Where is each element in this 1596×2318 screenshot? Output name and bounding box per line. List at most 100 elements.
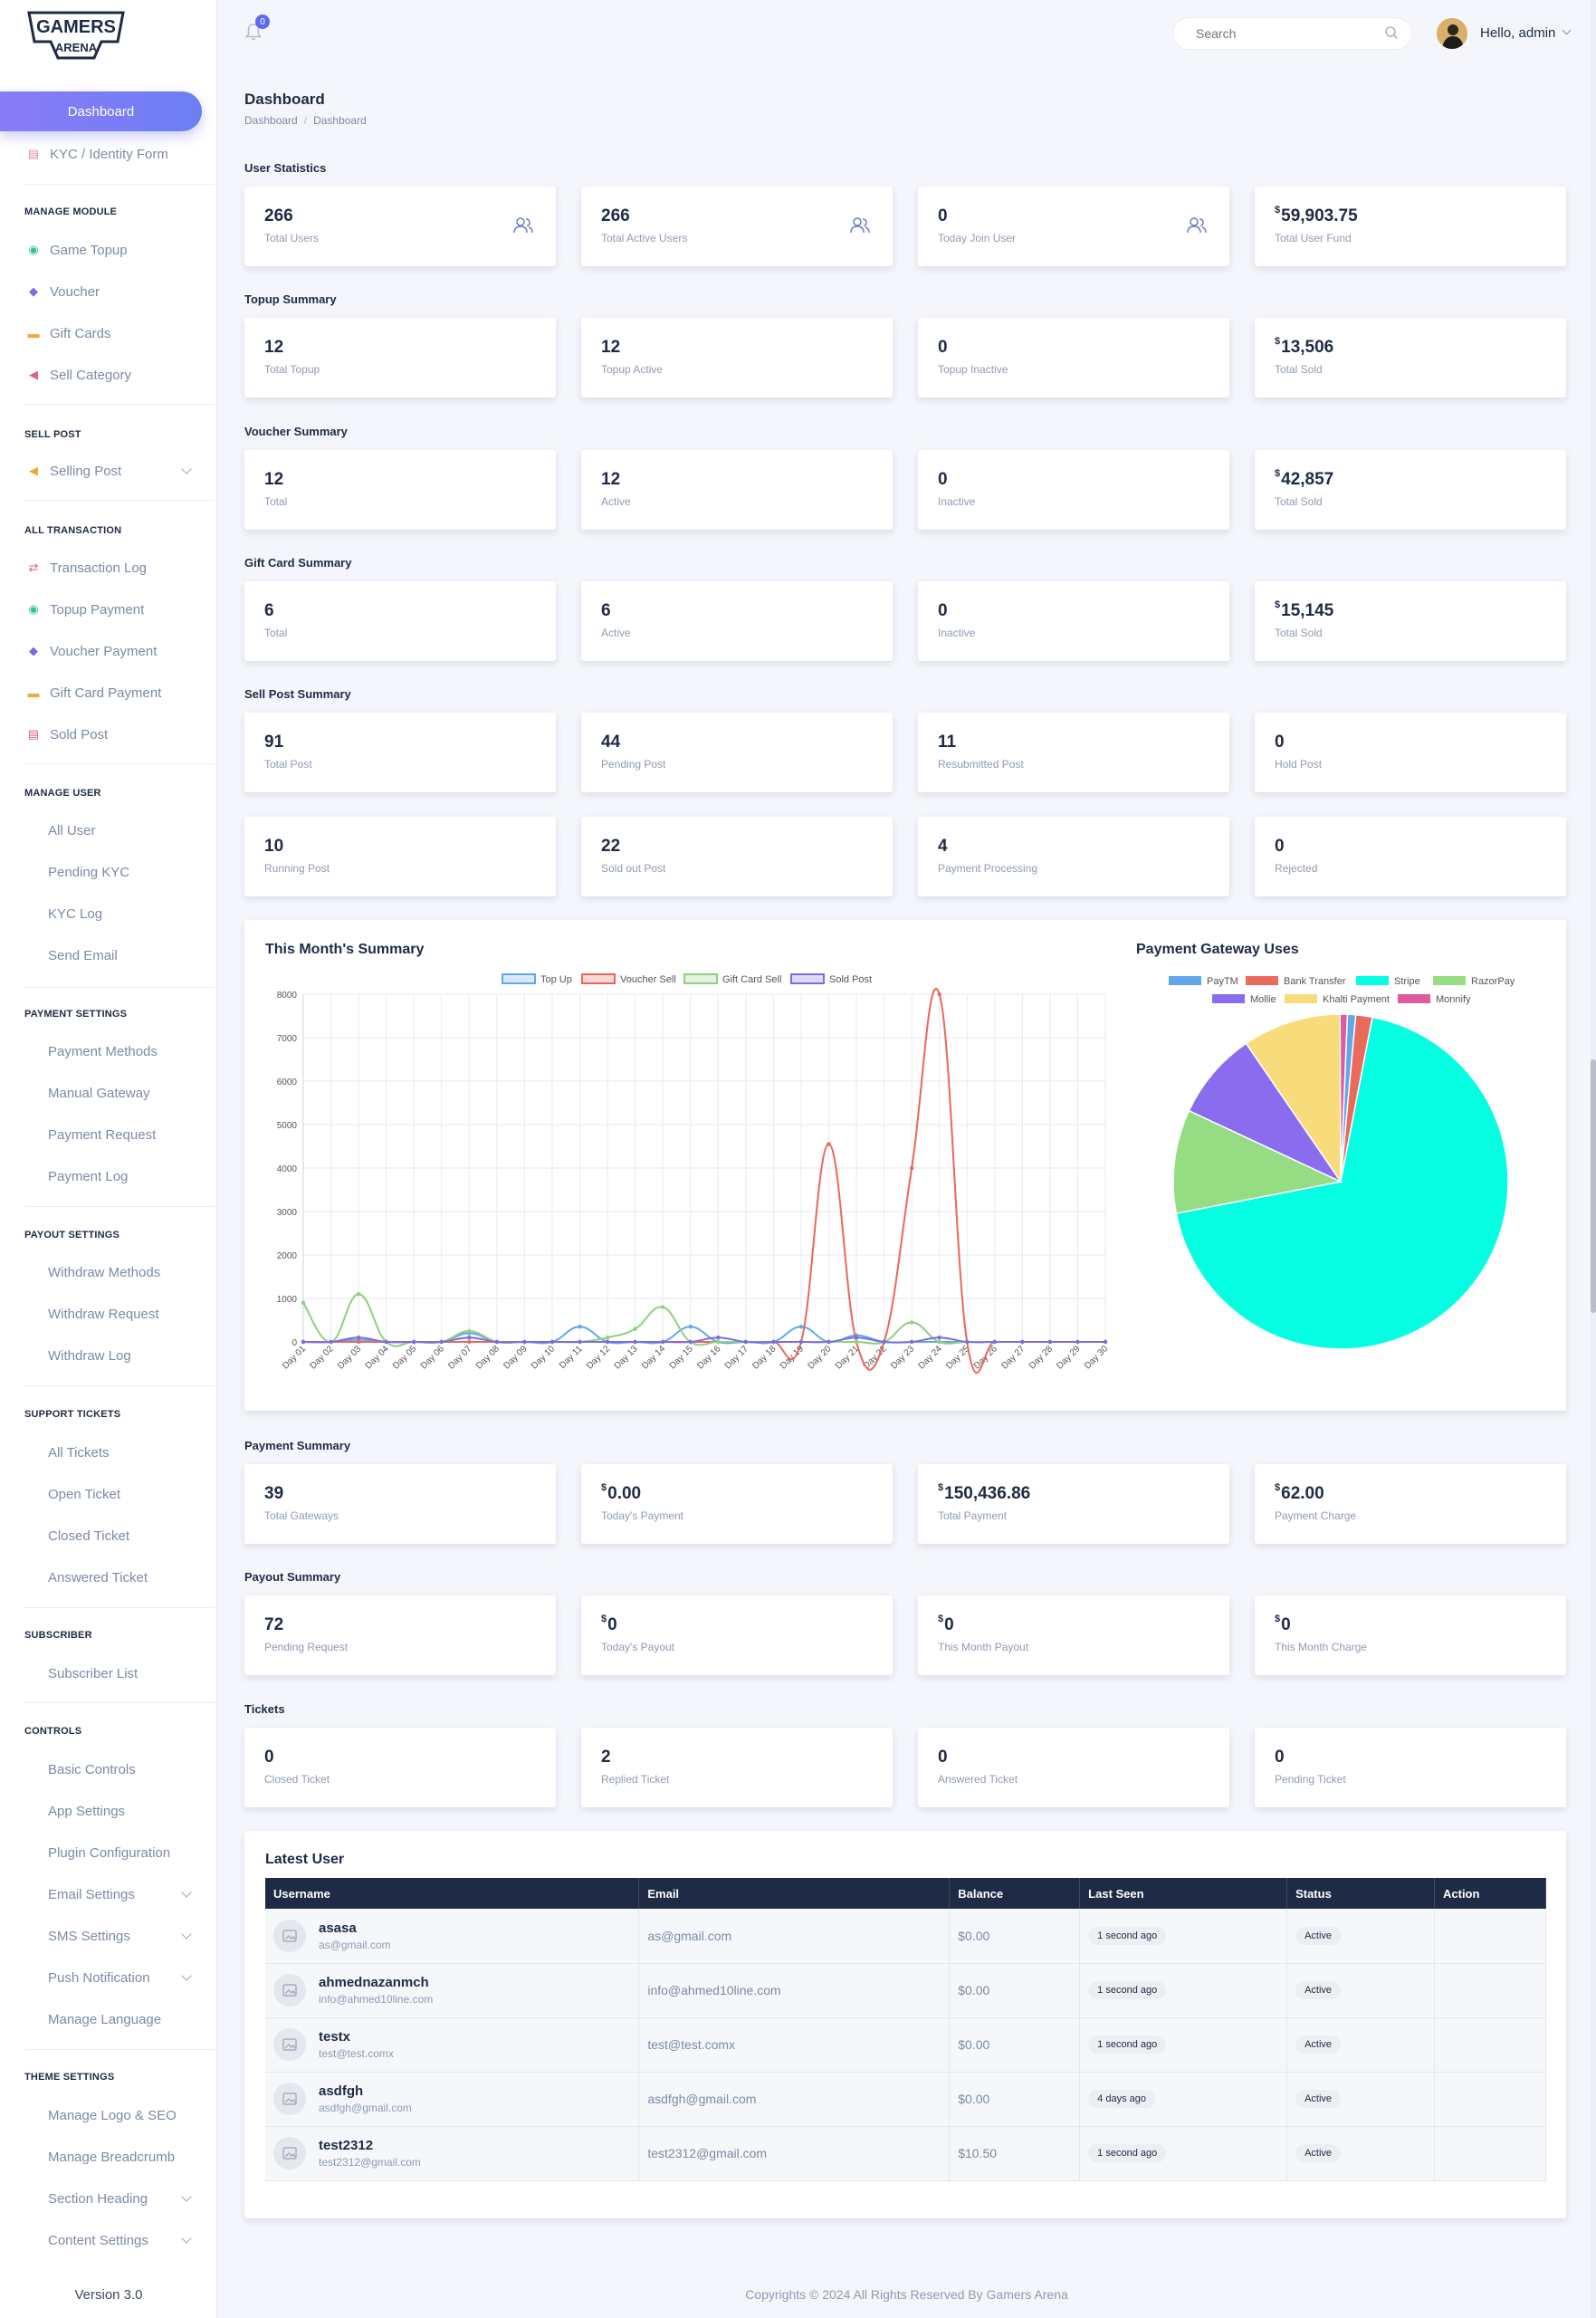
sidebar-item-payment-request[interactable]: Payment Request xyxy=(48,1126,157,1143)
sidebar-item-withdraw-request[interactable]: Withdraw Request xyxy=(48,1306,159,1322)
stat-card: 12 Total Topup xyxy=(244,318,556,398)
sidebar-divider xyxy=(24,2049,215,2050)
sidebar-item-push-notification[interactable]: Push Notification xyxy=(0,1962,203,1993)
action-cell[interactable] xyxy=(1434,2072,1546,2126)
sidebar-item-label: Dashboard xyxy=(67,103,135,120)
column-header-last-seen[interactable]: Last Seen xyxy=(1079,1878,1288,1909)
action-cell[interactable] xyxy=(1434,2017,1546,2072)
search-input[interactable] xyxy=(1172,17,1412,50)
sidebar-item-selling-post[interactable]: ◀ Selling Post xyxy=(0,455,203,486)
table-row[interactable]: asdfgh asdfgh@gmail.com asdfgh@gmail.com $0… xyxy=(265,2072,1546,2126)
column-header-action[interactable]: Action xyxy=(1434,1878,1546,1909)
stat-card: $0 Today's Payout xyxy=(581,1595,893,1675)
sidebar-item-sms-settings[interactable]: SMS Settings xyxy=(0,1920,203,1951)
sidebar-item-sold-post[interactable]: ▤ Sold Post xyxy=(0,719,203,750)
table-row[interactable]: ahmednazanmch info@ahmed10line.com info@ah… xyxy=(265,1963,1546,2017)
chevron-down-icon[interactable] xyxy=(1562,25,1572,35)
avatar[interactable] xyxy=(273,2137,306,2170)
sidebar-item-payment-methods[interactable]: Payment Methods xyxy=(48,1043,158,1059)
stat-card: 0 Pending Ticket xyxy=(1255,1728,1566,1807)
sidebar-item-answered-ticket[interactable]: Answered Ticket xyxy=(48,1569,148,1585)
column-header-balance[interactable]: Balance xyxy=(949,1878,1081,1909)
user-info: ahmednazanmch info@ahmed10line.com xyxy=(273,1974,638,2007)
balance-cell: $10.50 xyxy=(949,2126,1081,2180)
sidebar-item-manage-breadcrumb[interactable]: Manage Breadcrumb xyxy=(48,2149,176,2165)
action-cell[interactable] xyxy=(1434,1963,1546,2017)
status-cell: Active xyxy=(1286,2126,1435,2180)
user-greeting[interactable]: Hello, admin xyxy=(1480,25,1556,41)
sidebar-item-withdraw-log[interactable]: Withdraw Log xyxy=(48,1347,131,1364)
user-subtitle-email: asdfgh@gmail.com xyxy=(319,2102,412,2114)
action-cell[interactable] xyxy=(1434,1909,1546,1963)
stat-label: Today Join User xyxy=(938,232,1017,244)
stat-number: 6 xyxy=(601,601,611,620)
sidebar-item-dashboard[interactable]: Dashboard xyxy=(0,91,202,131)
sidebar-item-game-topup[interactable]: ◉ Game Topup xyxy=(0,235,203,265)
sidebar-item-closed-ticket[interactable]: Closed Ticket xyxy=(48,1528,130,1544)
table-row[interactable]: testx test@test.comx test@test.comx $0.00 1 … xyxy=(265,2017,1546,2072)
username[interactable]: ahmednazanmch xyxy=(319,1975,429,1990)
avatar[interactable] xyxy=(1437,18,1467,49)
table-row[interactable]: asasa as@gmail.com as@gmail.com $0.00 1 seco… xyxy=(265,1909,1546,1963)
legend-label-sold-post: Sold Post xyxy=(829,974,872,985)
avatar[interactable] xyxy=(273,1974,306,2007)
gamers-arena-logo[interactable]: GAMERS ARENA xyxy=(25,5,127,63)
column-header-status[interactable]: Status xyxy=(1286,1878,1435,1909)
sidebar-item-all-tickets[interactable]: All Tickets xyxy=(48,1444,110,1461)
sidebar-item-basic-controls[interactable]: Basic Controls xyxy=(48,1761,136,1777)
sidebar-item-section-heading[interactable]: Section Heading xyxy=(0,2183,203,2214)
scrollbar-thumb[interactable] xyxy=(1591,1059,1596,1313)
sidebar-item-manage-logo-seo[interactable]: Manage Logo & SEO xyxy=(48,2107,177,2123)
action-cell[interactable] xyxy=(1434,2126,1546,2180)
sidebar-item-open-ticket[interactable]: Open Ticket xyxy=(48,1486,121,1502)
sidebar-heading-payment-settings: PAYMENT SETTINGS xyxy=(24,1009,128,1020)
avatar[interactable] xyxy=(273,2083,306,2115)
sidebar-item-gift-cards[interactable]: ▬ Gift Cards xyxy=(0,318,203,349)
sidebar-item-manage-language[interactable]: Manage Language xyxy=(48,2011,162,2027)
topup-summary-title: Topup Summary xyxy=(244,292,337,306)
currency-symbol: $ xyxy=(1275,1482,1281,1493)
stat-label: Total Active Users xyxy=(601,232,688,244)
data-point-gift-card-sell xyxy=(716,1339,721,1345)
sidebar-item-kyc-log[interactable]: KYC Log xyxy=(48,905,103,922)
sidebar-item-app-settings[interactable]: App Settings xyxy=(48,1803,126,1819)
column-header-username[interactable]: Username xyxy=(265,1878,640,1909)
sidebar-item-manual-gateway[interactable]: Manual Gateway xyxy=(48,1085,150,1101)
sidebar-item-all-user[interactable]: All User xyxy=(48,822,96,838)
username[interactable]: asdfgh xyxy=(319,2083,364,2099)
sidebar-item-kyc[interactable]: ▤ KYC / Identity Form xyxy=(0,139,203,169)
sidebar-item-send-email[interactable]: Send Email xyxy=(48,947,118,963)
sidebar-item-sell-category[interactable]: ◀ Sell Category xyxy=(0,359,203,390)
sidebar-item-gift-card-payment[interactable]: ▬ Gift Card Payment xyxy=(0,677,203,708)
stat-label: Total Topup xyxy=(264,363,320,376)
data-point-gift-card-sell xyxy=(633,1327,637,1331)
stat-value: 0 xyxy=(938,601,948,621)
username[interactable]: test2312 xyxy=(319,2138,374,2153)
voucher-summary-title: Voucher Summary xyxy=(244,425,348,438)
search-icon[interactable] xyxy=(1384,25,1399,40)
sidebar-item-plugin-configuration[interactable]: Plugin Configuration xyxy=(48,1844,171,1861)
last-seen-badge: 1 second ago xyxy=(1088,2035,1167,2054)
table-row[interactable]: test2312 test2312@gmail.com test2312@gmail… xyxy=(265,2126,1546,2180)
y-tick-label: 8000 xyxy=(277,991,298,1001)
avatar[interactable] xyxy=(273,1919,306,1952)
column-header-email[interactable]: Email xyxy=(638,1878,951,1909)
sidebar-item-label: Game Topup xyxy=(50,242,128,258)
username[interactable]: testx xyxy=(319,2029,351,2045)
sidebar-item-voucher-payment[interactable]: ◆ Voucher Payment xyxy=(0,636,203,666)
breadcrumb-link-dashboard[interactable]: Dashboard xyxy=(244,114,298,127)
sidebar-item-voucher[interactable]: ◆ Voucher xyxy=(0,276,203,307)
sidebar-item-pending-kyc[interactable]: Pending KYC xyxy=(48,864,130,880)
sidebar-item-payment-log[interactable]: Payment Log xyxy=(48,1168,129,1184)
sidebar-item-withdraw-methods[interactable]: Withdraw Methods xyxy=(48,1264,161,1280)
stat-value: 11 xyxy=(938,733,956,752)
username[interactable]: asasa xyxy=(319,1920,357,1936)
data-point-sold-post xyxy=(578,1339,582,1345)
avatar[interactable] xyxy=(273,2028,306,2061)
tickets-title: Tickets xyxy=(244,1702,285,1716)
sidebar-item-transaction-log[interactable]: ⇄ Transaction Log xyxy=(0,552,203,583)
sidebar-item-subscriber-list[interactable]: Subscriber List xyxy=(48,1665,139,1681)
sidebar-item-email-settings[interactable]: Email Settings xyxy=(0,1879,203,1910)
sidebar-item-content-settings[interactable]: Content Settings xyxy=(0,2225,203,2256)
sidebar-item-topup-payment[interactable]: ◉ Topup Payment xyxy=(0,594,203,625)
